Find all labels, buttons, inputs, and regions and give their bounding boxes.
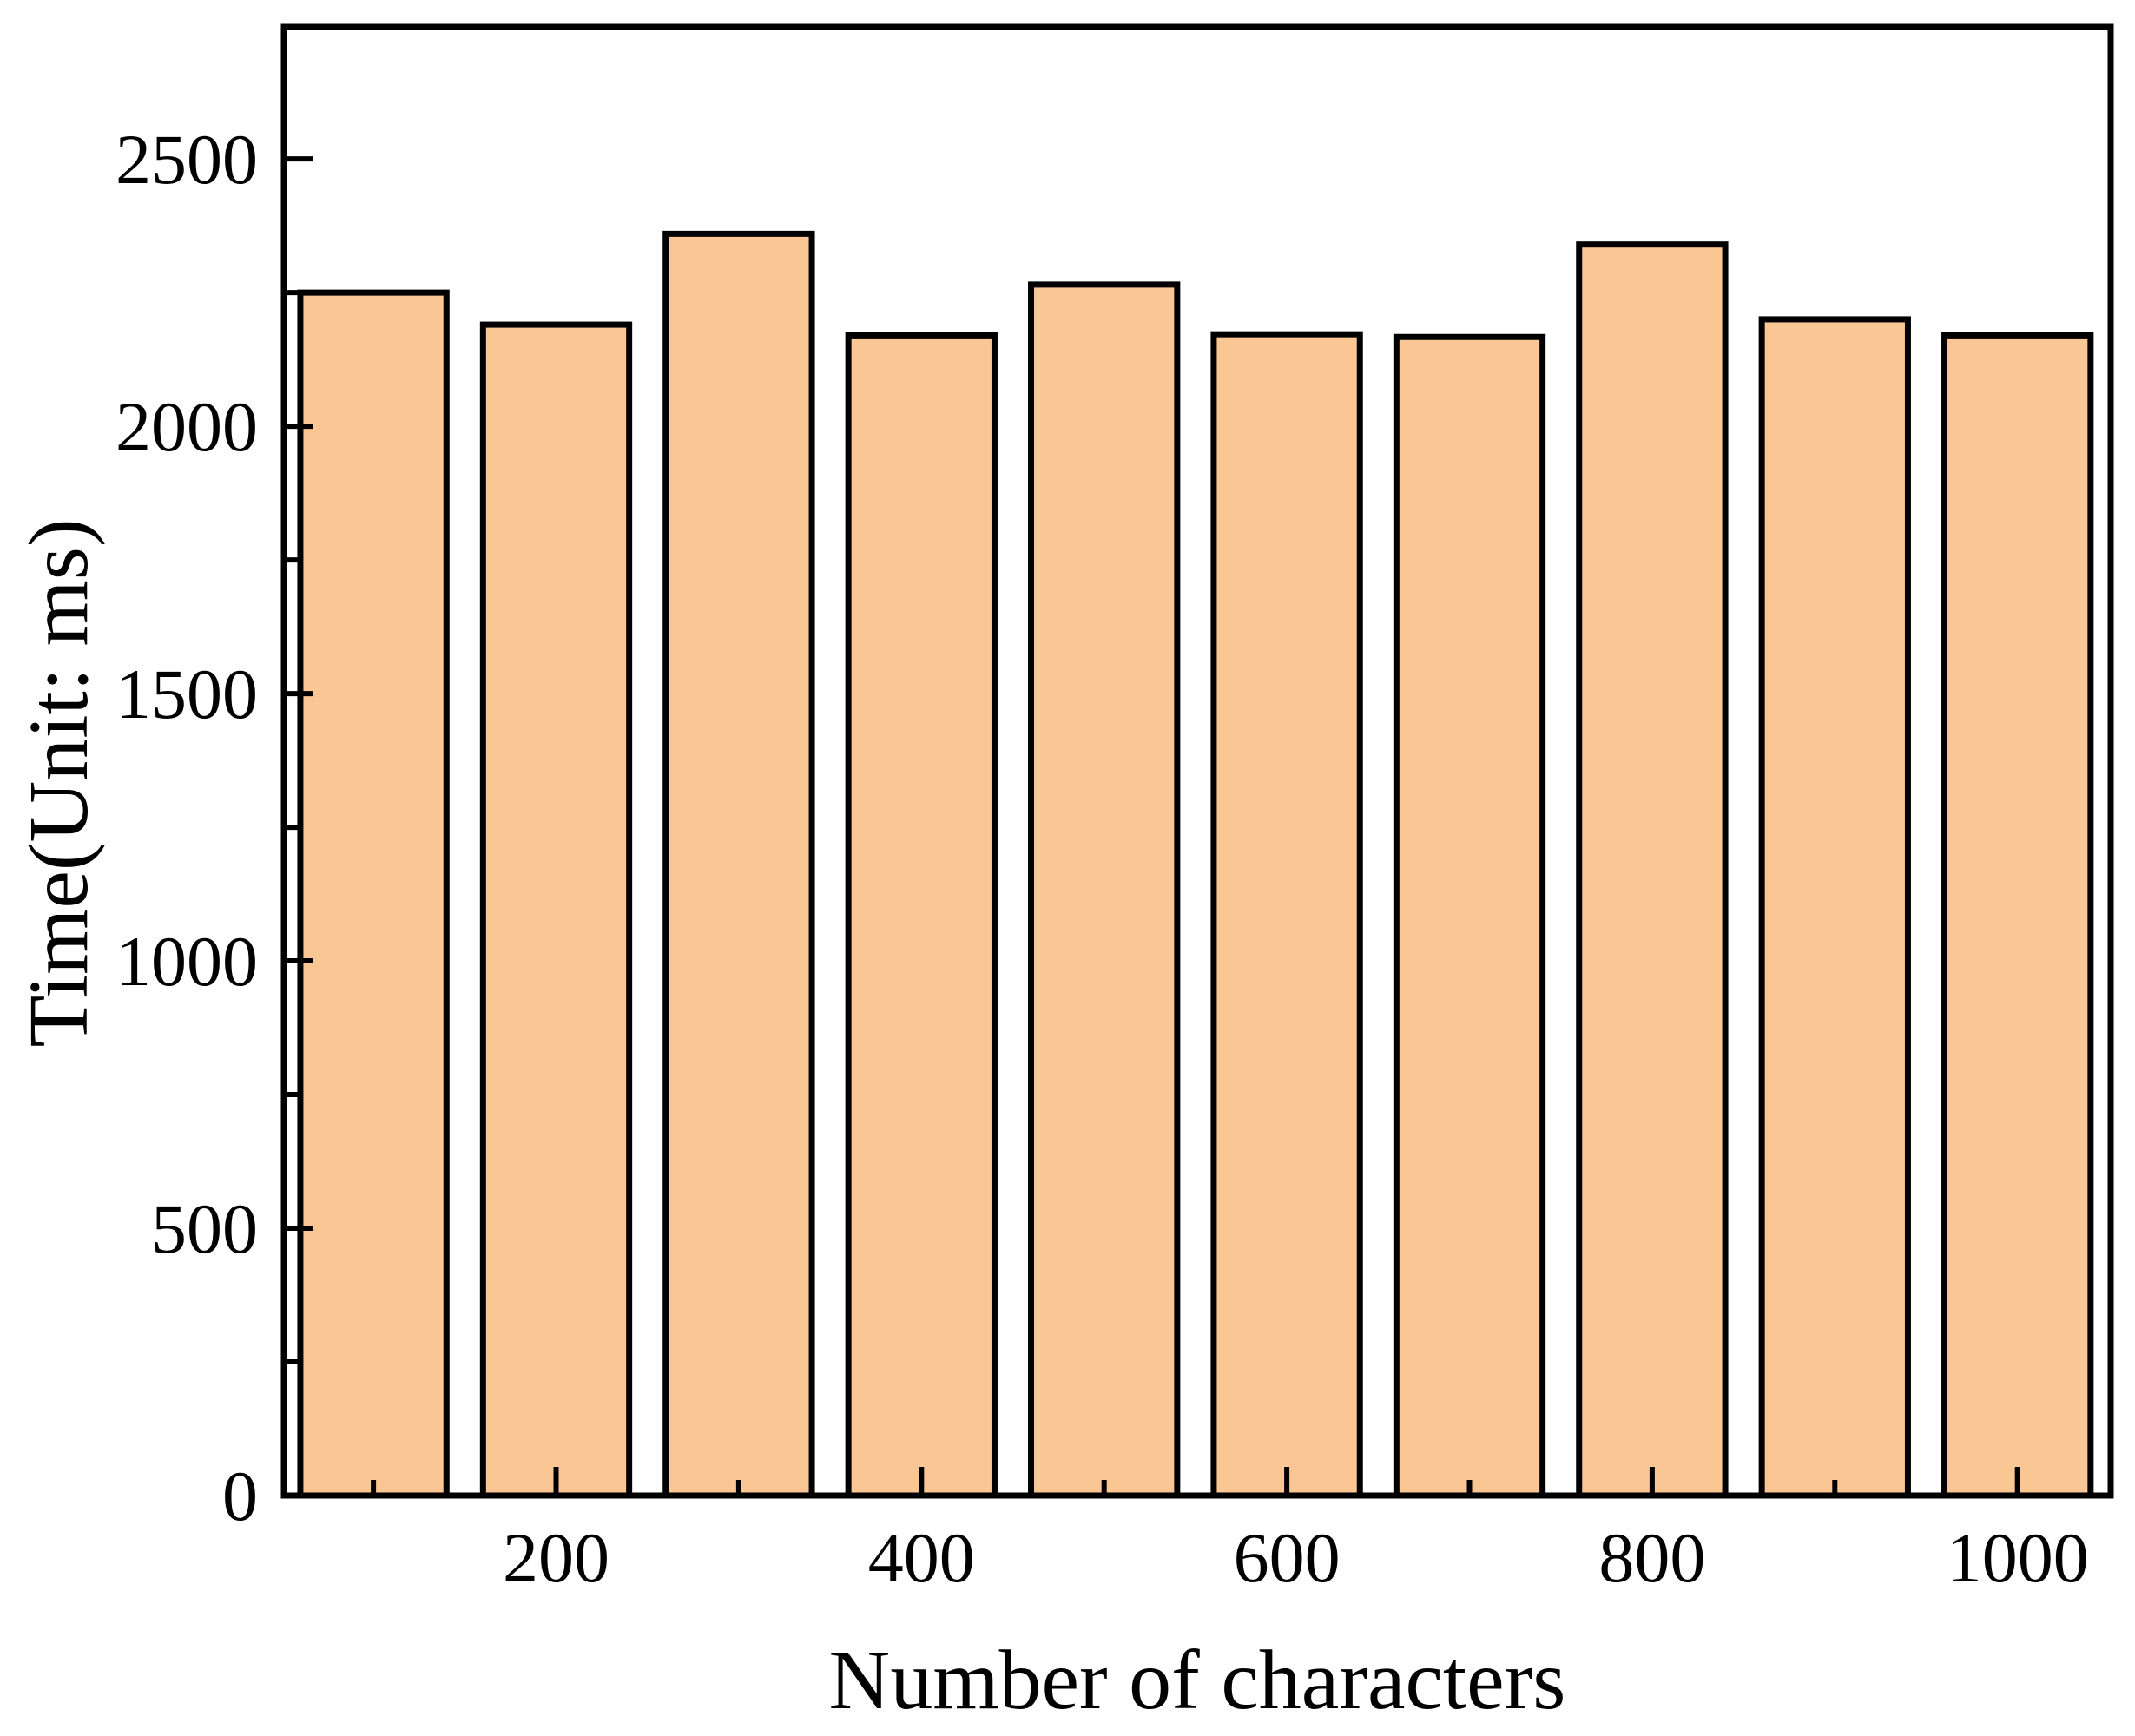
y-axis-title: Time(Unit: ms) xyxy=(12,519,106,1048)
bar xyxy=(1393,333,1546,1499)
bar xyxy=(1028,281,1181,1499)
x-tick-label: 1000 xyxy=(1947,1518,2089,1597)
bar xyxy=(1941,332,2094,1499)
bar xyxy=(297,289,450,1499)
plot-border xyxy=(280,23,2114,1499)
x-tick-label: 800 xyxy=(1598,1518,1705,1597)
bar xyxy=(1576,241,1729,1499)
y-tick-label: 500 xyxy=(151,1189,258,1268)
x-axis-title: Number of characters xyxy=(829,1634,1566,1727)
y-tick-label: 2000 xyxy=(115,387,258,466)
y-tick-label: 1000 xyxy=(115,922,258,1001)
bar xyxy=(845,332,998,1499)
y-tick-label: 2500 xyxy=(115,120,258,199)
y-tick-label: 1500 xyxy=(115,654,258,733)
y-tick-label: 0 xyxy=(222,1457,258,1535)
x-tick-label: 200 xyxy=(503,1518,610,1597)
bar xyxy=(1758,316,1911,1499)
bar xyxy=(479,321,633,1499)
x-tick-label: 400 xyxy=(868,1518,975,1597)
bar xyxy=(662,230,815,1499)
bar xyxy=(1210,331,1363,1499)
x-tick-label: 600 xyxy=(1234,1518,1341,1597)
